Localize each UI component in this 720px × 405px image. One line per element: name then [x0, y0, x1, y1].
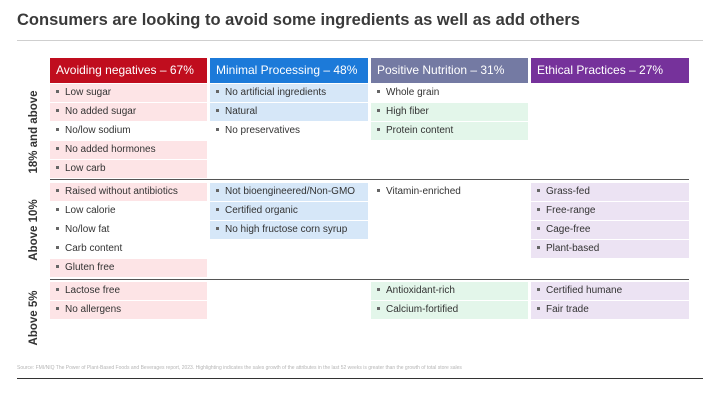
list-item: Lactose free	[50, 282, 207, 300]
list-item: Certified humane	[531, 282, 689, 300]
list-item: Natural	[210, 103, 368, 121]
footer-divider	[17, 378, 703, 379]
row-divider	[50, 279, 689, 280]
row-label-18-and-above: 18% and above	[28, 90, 40, 174]
list-item: High fiber	[371, 103, 528, 121]
list-item: Grass-fed	[531, 183, 689, 201]
list-item: No added hormones	[50, 141, 207, 159]
list-item: Plant-based	[531, 240, 689, 258]
list-item: No preservatives	[210, 122, 368, 140]
source-footnote: Source: FMI/NIQ The Power of Plant-Based…	[17, 365, 462, 371]
list-item: Low calorie	[50, 202, 207, 220]
list-item: No added sugar	[50, 103, 207, 121]
list-item: No artificial ingredients	[210, 84, 368, 102]
list-item: Fair trade	[531, 301, 689, 319]
title-divider	[17, 40, 703, 41]
slide-title: Consumers are looking to avoid some ingr…	[17, 11, 580, 29]
header-minimal-processing: Minimal Processing – 48%	[210, 58, 368, 83]
list-item: Low carb	[50, 160, 207, 178]
list-item: Antioxidant-rich	[371, 282, 528, 300]
list-item: Not bioengineered/Non-GMO	[210, 183, 368, 201]
list-item: Carb content	[50, 240, 207, 258]
list-item: No/low sodium	[50, 122, 207, 140]
header-positive-nutrition: Positive Nutrition – 31%	[371, 58, 528, 83]
list-item: Free-range	[531, 202, 689, 220]
list-item: No high fructose corn syrup	[210, 221, 368, 239]
header-ethical-practices: Ethical Practices – 27%	[531, 58, 689, 83]
list-item: No allergens	[50, 301, 207, 319]
list-item: Whole grain	[371, 84, 528, 102]
list-item: Raised without antibiotics	[50, 183, 207, 201]
list-item: Certified organic	[210, 202, 368, 220]
row-label-above-5: Above 5%	[28, 290, 40, 346]
list-item: No/low fat	[50, 221, 207, 239]
header-avoiding-negatives: Avoiding negatives – 67%	[50, 58, 207, 83]
list-item: Gluten free	[50, 259, 207, 277]
list-item: Calcium-fortified	[371, 301, 528, 319]
row-label-above-10: Above 10%	[28, 199, 40, 261]
list-item: Low sugar	[50, 84, 207, 102]
row-divider	[50, 179, 689, 180]
list-item: Cage-free	[531, 221, 689, 239]
list-item: Protein content	[371, 122, 528, 140]
list-item: Vitamin-enriched	[371, 183, 528, 201]
